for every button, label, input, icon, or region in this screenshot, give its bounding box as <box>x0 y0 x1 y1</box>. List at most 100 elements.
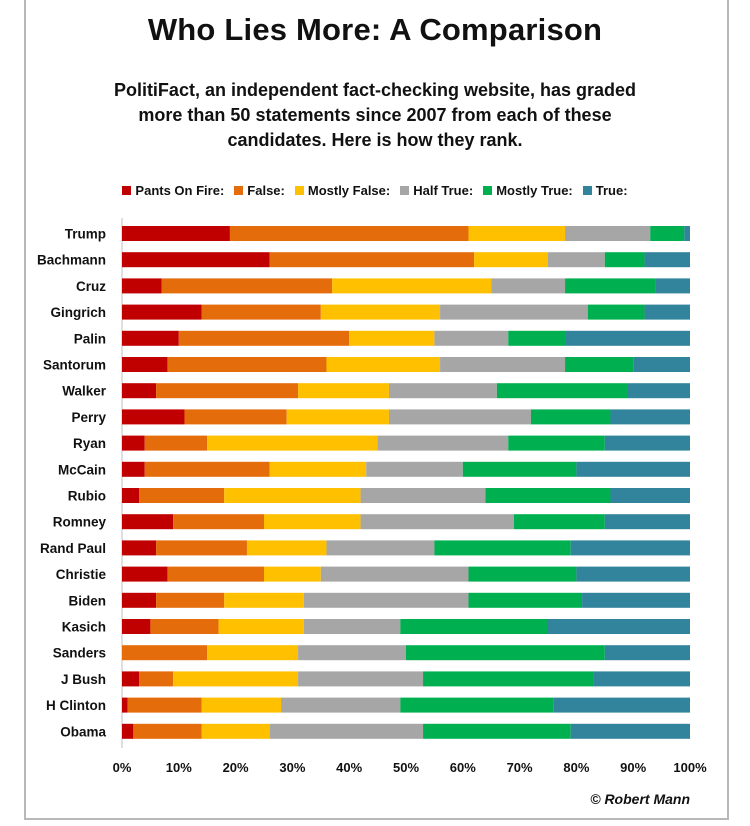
bar-segment <box>122 566 168 582</box>
bar-segment <box>604 252 645 268</box>
bar-segment <box>224 488 361 503</box>
category-label: Christie <box>56 567 107 582</box>
x-tick-label: 70% <box>507 760 533 775</box>
x-tick-label: 20% <box>223 760 249 775</box>
legend-item: Mostly False: <box>294 182 391 198</box>
legend-label: Half True: <box>413 182 474 198</box>
x-tick-label: 80% <box>563 760 589 775</box>
x-tick-label: 10% <box>166 760 192 775</box>
bar-segment <box>269 723 424 739</box>
bar-segment <box>218 619 304 634</box>
bar-segment <box>570 723 690 739</box>
legend-label: Mostly False: <box>307 182 391 198</box>
category-label: Romney <box>53 515 107 530</box>
bar-segment <box>139 488 225 503</box>
chart-subtitle: PolitiFact, an independent fact-checking… <box>113 80 637 150</box>
bar-segment <box>548 252 605 268</box>
bar-segment <box>474 252 548 268</box>
legend-swatch <box>483 185 493 195</box>
bar-segment <box>122 619 151 634</box>
legend-label: Mostly True: <box>496 182 573 198</box>
bar-segment <box>627 383 690 399</box>
bar-segment <box>326 357 441 372</box>
bar-segment <box>224 592 304 608</box>
category-label: Perry <box>71 410 106 425</box>
bar-segment <box>201 723 270 739</box>
bar-segment <box>570 540 690 556</box>
bar-segment <box>423 723 571 739</box>
bar-segment <box>122 592 157 608</box>
bar-segment <box>173 671 299 687</box>
bar-segment <box>122 723 134 739</box>
x-tick-label: 40% <box>336 760 362 775</box>
bar-segment <box>264 566 321 582</box>
legend-swatch <box>122 185 132 195</box>
bar-segment <box>593 671 690 687</box>
bar-segment <box>156 592 225 608</box>
bar-segment <box>320 566 469 582</box>
bar-segment <box>548 619 690 634</box>
bar-segment <box>604 645 690 661</box>
legend-item: Pants On Fire: <box>122 183 224 198</box>
bar-segment <box>604 514 690 530</box>
legend-swatch <box>400 185 410 195</box>
bar-segment <box>508 330 566 346</box>
bar-segment <box>286 409 389 425</box>
legend-label: Pants On Fire: <box>135 182 225 198</box>
bar-segment <box>122 278 162 294</box>
bar-segment <box>122 488 140 503</box>
bar-segment <box>122 409 185 425</box>
bar-segment <box>434 330 509 346</box>
x-tick-label: 50% <box>393 760 419 775</box>
bar-segment <box>388 383 497 399</box>
bar-segment <box>201 697 282 713</box>
bar-segment <box>326 540 435 556</box>
legend-swatch <box>582 185 592 195</box>
bar-segment <box>400 697 554 713</box>
legend-item: Half True: <box>400 183 473 198</box>
bar-segment <box>565 278 656 294</box>
bar-segment <box>530 409 611 425</box>
bar-segment <box>156 383 299 399</box>
bar-segment <box>127 697 202 713</box>
bar-segment <box>269 252 475 268</box>
bar-segment <box>655 278 690 294</box>
bar-segment <box>122 330 179 346</box>
bar-segment <box>298 645 406 661</box>
bar-segment <box>122 540 157 556</box>
bar-segment <box>229 226 469 241</box>
bar-segment <box>388 409 531 425</box>
bar-segment <box>122 383 157 399</box>
bar-segment <box>496 383 628 399</box>
bar-segment <box>246 540 327 556</box>
bar-segment <box>513 514 605 530</box>
bar-segment <box>400 619 548 634</box>
legend-label: False: <box>247 182 285 198</box>
bar-segment <box>565 330 690 346</box>
legend-item: False: <box>234 183 285 198</box>
category-label: Trump <box>65 227 106 242</box>
category-label: Rand Paul <box>40 541 106 556</box>
bar-segment <box>144 461 270 477</box>
category-label: Biden <box>68 593 106 608</box>
bar-segment <box>610 488 690 503</box>
bar-segment <box>440 304 588 320</box>
bar-segment <box>485 488 611 503</box>
bar-segment <box>139 671 174 687</box>
bar-segment <box>122 435 145 451</box>
x-tick-label: 90% <box>620 760 646 775</box>
legend-item: True: <box>582 183 628 198</box>
bar-segment <box>633 357 690 372</box>
category-label: Ryan <box>73 436 106 451</box>
bar-segment <box>565 357 634 372</box>
x-tick-label: 0% <box>113 760 132 775</box>
bar-segment <box>303 592 469 608</box>
bar-segment <box>366 461 463 477</box>
bar-segment <box>644 252 690 268</box>
bar-segment <box>122 226 230 241</box>
x-tick-label: 60% <box>450 760 476 775</box>
bar-segment <box>320 304 441 320</box>
legend: Pants On Fire: False: Mostly False: Half Tr… <box>0 180 750 200</box>
bar-segment <box>582 592 690 608</box>
